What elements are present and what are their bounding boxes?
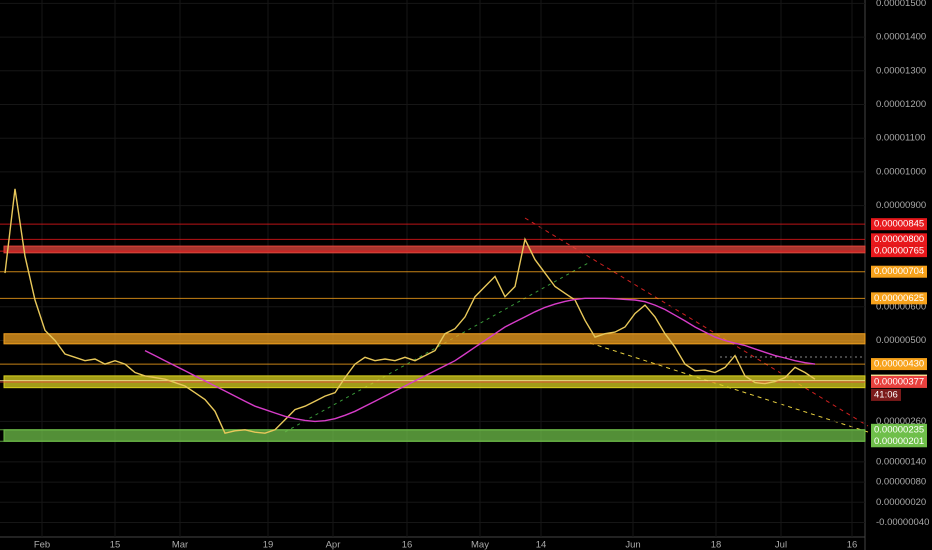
price-label-box <box>871 375 927 388</box>
y-tick-label: 0.00001000 <box>876 166 926 177</box>
price-label-box <box>871 245 927 258</box>
zone <box>3 245 866 254</box>
price-label: 0.00000845 <box>874 219 924 230</box>
price-label: 0.00000235 <box>874 424 924 435</box>
y-tick-label: 0.00000080 <box>876 477 926 488</box>
zone <box>3 429 866 442</box>
series-line <box>144 297 816 423</box>
price-label: 0.00000625 <box>874 293 924 304</box>
y-tick-label: 0.00000600 <box>876 301 926 312</box>
price-label-box <box>871 265 927 278</box>
y-tick-label: 0.00000500 <box>876 335 926 346</box>
x-tick-label: 19 <box>263 540 274 550</box>
countdown: 41:06 <box>874 389 898 400</box>
y-tick-label: 0.00001500 <box>876 0 926 9</box>
x-tick-label: 15 <box>110 540 121 550</box>
y-tick-label: 0.00001400 <box>876 32 926 43</box>
price-label: 0.00000765 <box>874 246 924 257</box>
price-label-box <box>871 233 927 246</box>
zone <box>3 333 866 345</box>
y-tick-label: 0.00000900 <box>876 200 926 211</box>
x-tick-label: Feb <box>34 540 50 550</box>
price-label-box <box>871 423 927 436</box>
price-label: 0.00000704 <box>874 266 924 277</box>
y-tick-label: 0.00000140 <box>876 456 926 467</box>
x-tick-label: Mar <box>172 540 188 550</box>
x-tick-label: May <box>471 540 489 550</box>
x-tick-label: 18 <box>711 540 722 550</box>
x-tick-label: Jun <box>625 540 640 550</box>
y-tick-label: 0.00000020 <box>876 497 926 508</box>
price-label: 0.00000377 <box>874 376 924 387</box>
countdown-box <box>871 388 901 401</box>
series-line <box>4 188 816 435</box>
x-tick-label: Jul <box>775 540 787 550</box>
price-label-box <box>871 435 927 448</box>
price-label: 0.00000800 <box>874 234 924 245</box>
price-label: 0.00000430 <box>874 359 924 370</box>
y-tick-label: 0.00001300 <box>876 65 926 76</box>
price-label-box <box>871 292 927 305</box>
trend-line <box>284 261 591 433</box>
x-tick-label: 16 <box>402 540 413 550</box>
y-tick-label: 0.00000260 <box>876 416 926 427</box>
y-tick-label: -0.00000040 <box>876 517 929 528</box>
x-tick-label: 14 <box>536 540 547 550</box>
price-label-box <box>871 358 927 371</box>
y-tick-label: 0.00001200 <box>876 99 926 110</box>
x-tick-label: Apr <box>326 540 341 550</box>
price-label: 0.00000201 <box>874 436 924 447</box>
y-tick-label: 0.00001100 <box>876 133 926 144</box>
price-label-box <box>871 218 927 231</box>
x-tick-label: 16 <box>847 540 858 550</box>
